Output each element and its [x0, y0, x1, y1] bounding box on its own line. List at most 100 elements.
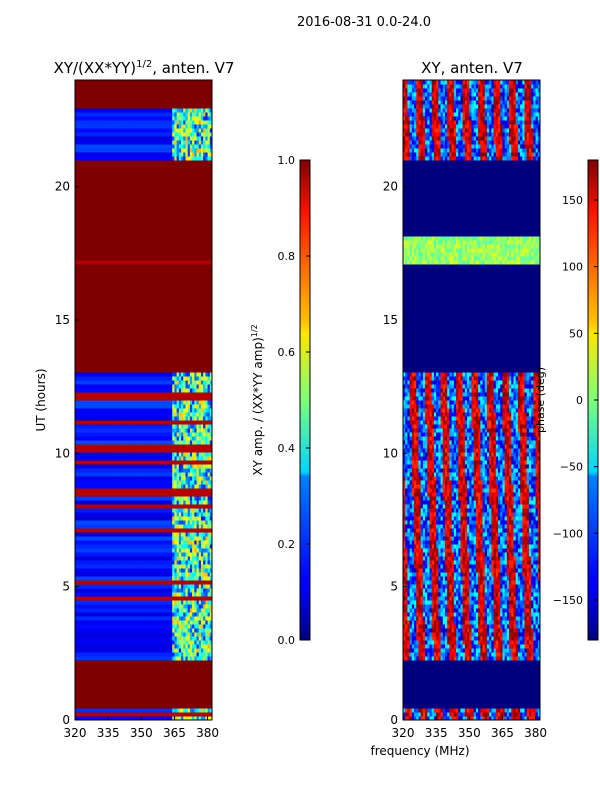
amp-cell	[205, 388, 209, 393]
amp-cell	[130, 416, 133, 421]
amp-cell	[112, 608, 116, 613]
amp-cell	[101, 628, 105, 633]
amp-cell	[170, 384, 173, 389]
amp-cell	[194, 564, 198, 569]
amp-cell	[158, 372, 162, 377]
amp-cell	[150, 452, 153, 457]
amp-cell	[170, 568, 173, 573]
amp-cell	[189, 452, 193, 457]
amp-cell	[205, 600, 209, 605]
amp-cell	[110, 400, 114, 405]
amp-cell	[132, 428, 136, 433]
amp-cell	[170, 472, 173, 477]
amp-cell	[203, 540, 206, 545]
amp-cell	[167, 392, 171, 397]
amp-cell	[196, 716, 200, 721]
amp-cell	[167, 496, 171, 501]
amp-cell	[116, 596, 120, 601]
amp-cell	[77, 424, 80, 429]
amp-cell	[183, 412, 186, 417]
amp-cell	[125, 536, 129, 541]
amp-cell	[114, 624, 118, 629]
amp-cell	[196, 488, 200, 493]
amp-cell	[101, 712, 105, 717]
amp-cell	[158, 528, 162, 533]
amp-cell	[150, 640, 153, 645]
amp-cell	[178, 620, 182, 625]
amp-cell	[192, 472, 195, 477]
amp-cell	[92, 400, 96, 405]
amp-cell	[209, 424, 213, 429]
amp-cell	[187, 600, 191, 605]
amp-cell	[194, 712, 198, 717]
amp-cell	[99, 544, 103, 549]
amp-cell	[181, 500, 184, 505]
amp-cell	[181, 448, 184, 453]
amp-cell	[92, 432, 96, 437]
amp-cell	[203, 476, 206, 481]
amp-cell	[198, 484, 202, 489]
amp-cell	[77, 572, 80, 577]
amp-cell	[92, 544, 96, 549]
amp-cell	[128, 544, 131, 549]
amp-cell	[158, 460, 162, 465]
amp-cell	[134, 392, 138, 397]
amp-cell	[75, 600, 78, 605]
amp-cell	[192, 640, 195, 645]
amp-cell	[79, 616, 83, 621]
amp-cell	[147, 520, 151, 525]
amp-cell	[156, 616, 160, 621]
amp-cell	[114, 468, 118, 473]
amp-cell	[176, 544, 180, 549]
amp-cell	[174, 540, 178, 545]
amp-cell	[136, 436, 140, 441]
amp-cell	[86, 604, 89, 609]
amp-cell	[183, 484, 186, 489]
amp-cell	[88, 488, 91, 493]
amp-cell	[114, 552, 118, 557]
amp-cell	[181, 488, 184, 493]
amp-cell	[77, 432, 80, 437]
amp-cell	[189, 528, 193, 533]
amp-cell	[198, 540, 202, 545]
amp-cell	[152, 652, 156, 657]
amp-cell	[125, 392, 129, 397]
amp-cell	[130, 396, 133, 401]
amp-cell	[99, 600, 103, 605]
amp-cell	[152, 576, 156, 581]
amp-cell	[139, 392, 142, 397]
amp-cell	[86, 388, 89, 393]
amp-cell	[136, 376, 140, 381]
amp-cell	[147, 516, 151, 521]
amp-cell	[86, 468, 89, 473]
amp-cell	[181, 408, 184, 413]
amp-cell	[203, 372, 206, 377]
amp-cell	[158, 592, 162, 597]
amp-cell	[200, 460, 204, 465]
amp-cell	[165, 400, 169, 405]
amp-cell	[83, 580, 87, 585]
amp-cell	[150, 552, 153, 557]
amp-cell	[92, 488, 96, 493]
amp-cell	[103, 512, 107, 517]
amp-cell	[121, 636, 125, 641]
amp-cell	[176, 716, 180, 721]
amp-cell	[103, 420, 107, 425]
amp-cell	[189, 552, 193, 557]
amp-cell	[152, 420, 156, 425]
amp-cell	[112, 492, 116, 497]
amp-cell	[165, 656, 169, 661]
amp-cell	[174, 588, 178, 593]
amp-cell	[165, 624, 169, 629]
amp-cell	[192, 604, 195, 609]
amp-cell	[198, 464, 202, 469]
amp-cell	[94, 400, 98, 405]
amp-cell	[108, 440, 111, 445]
amp-cell	[114, 548, 118, 553]
amp-cell	[185, 576, 189, 581]
amp-cell	[97, 516, 100, 521]
amp-cell	[150, 472, 153, 477]
amp-cell	[181, 412, 184, 417]
amp-cell	[150, 408, 153, 413]
amp-cell	[101, 476, 105, 481]
